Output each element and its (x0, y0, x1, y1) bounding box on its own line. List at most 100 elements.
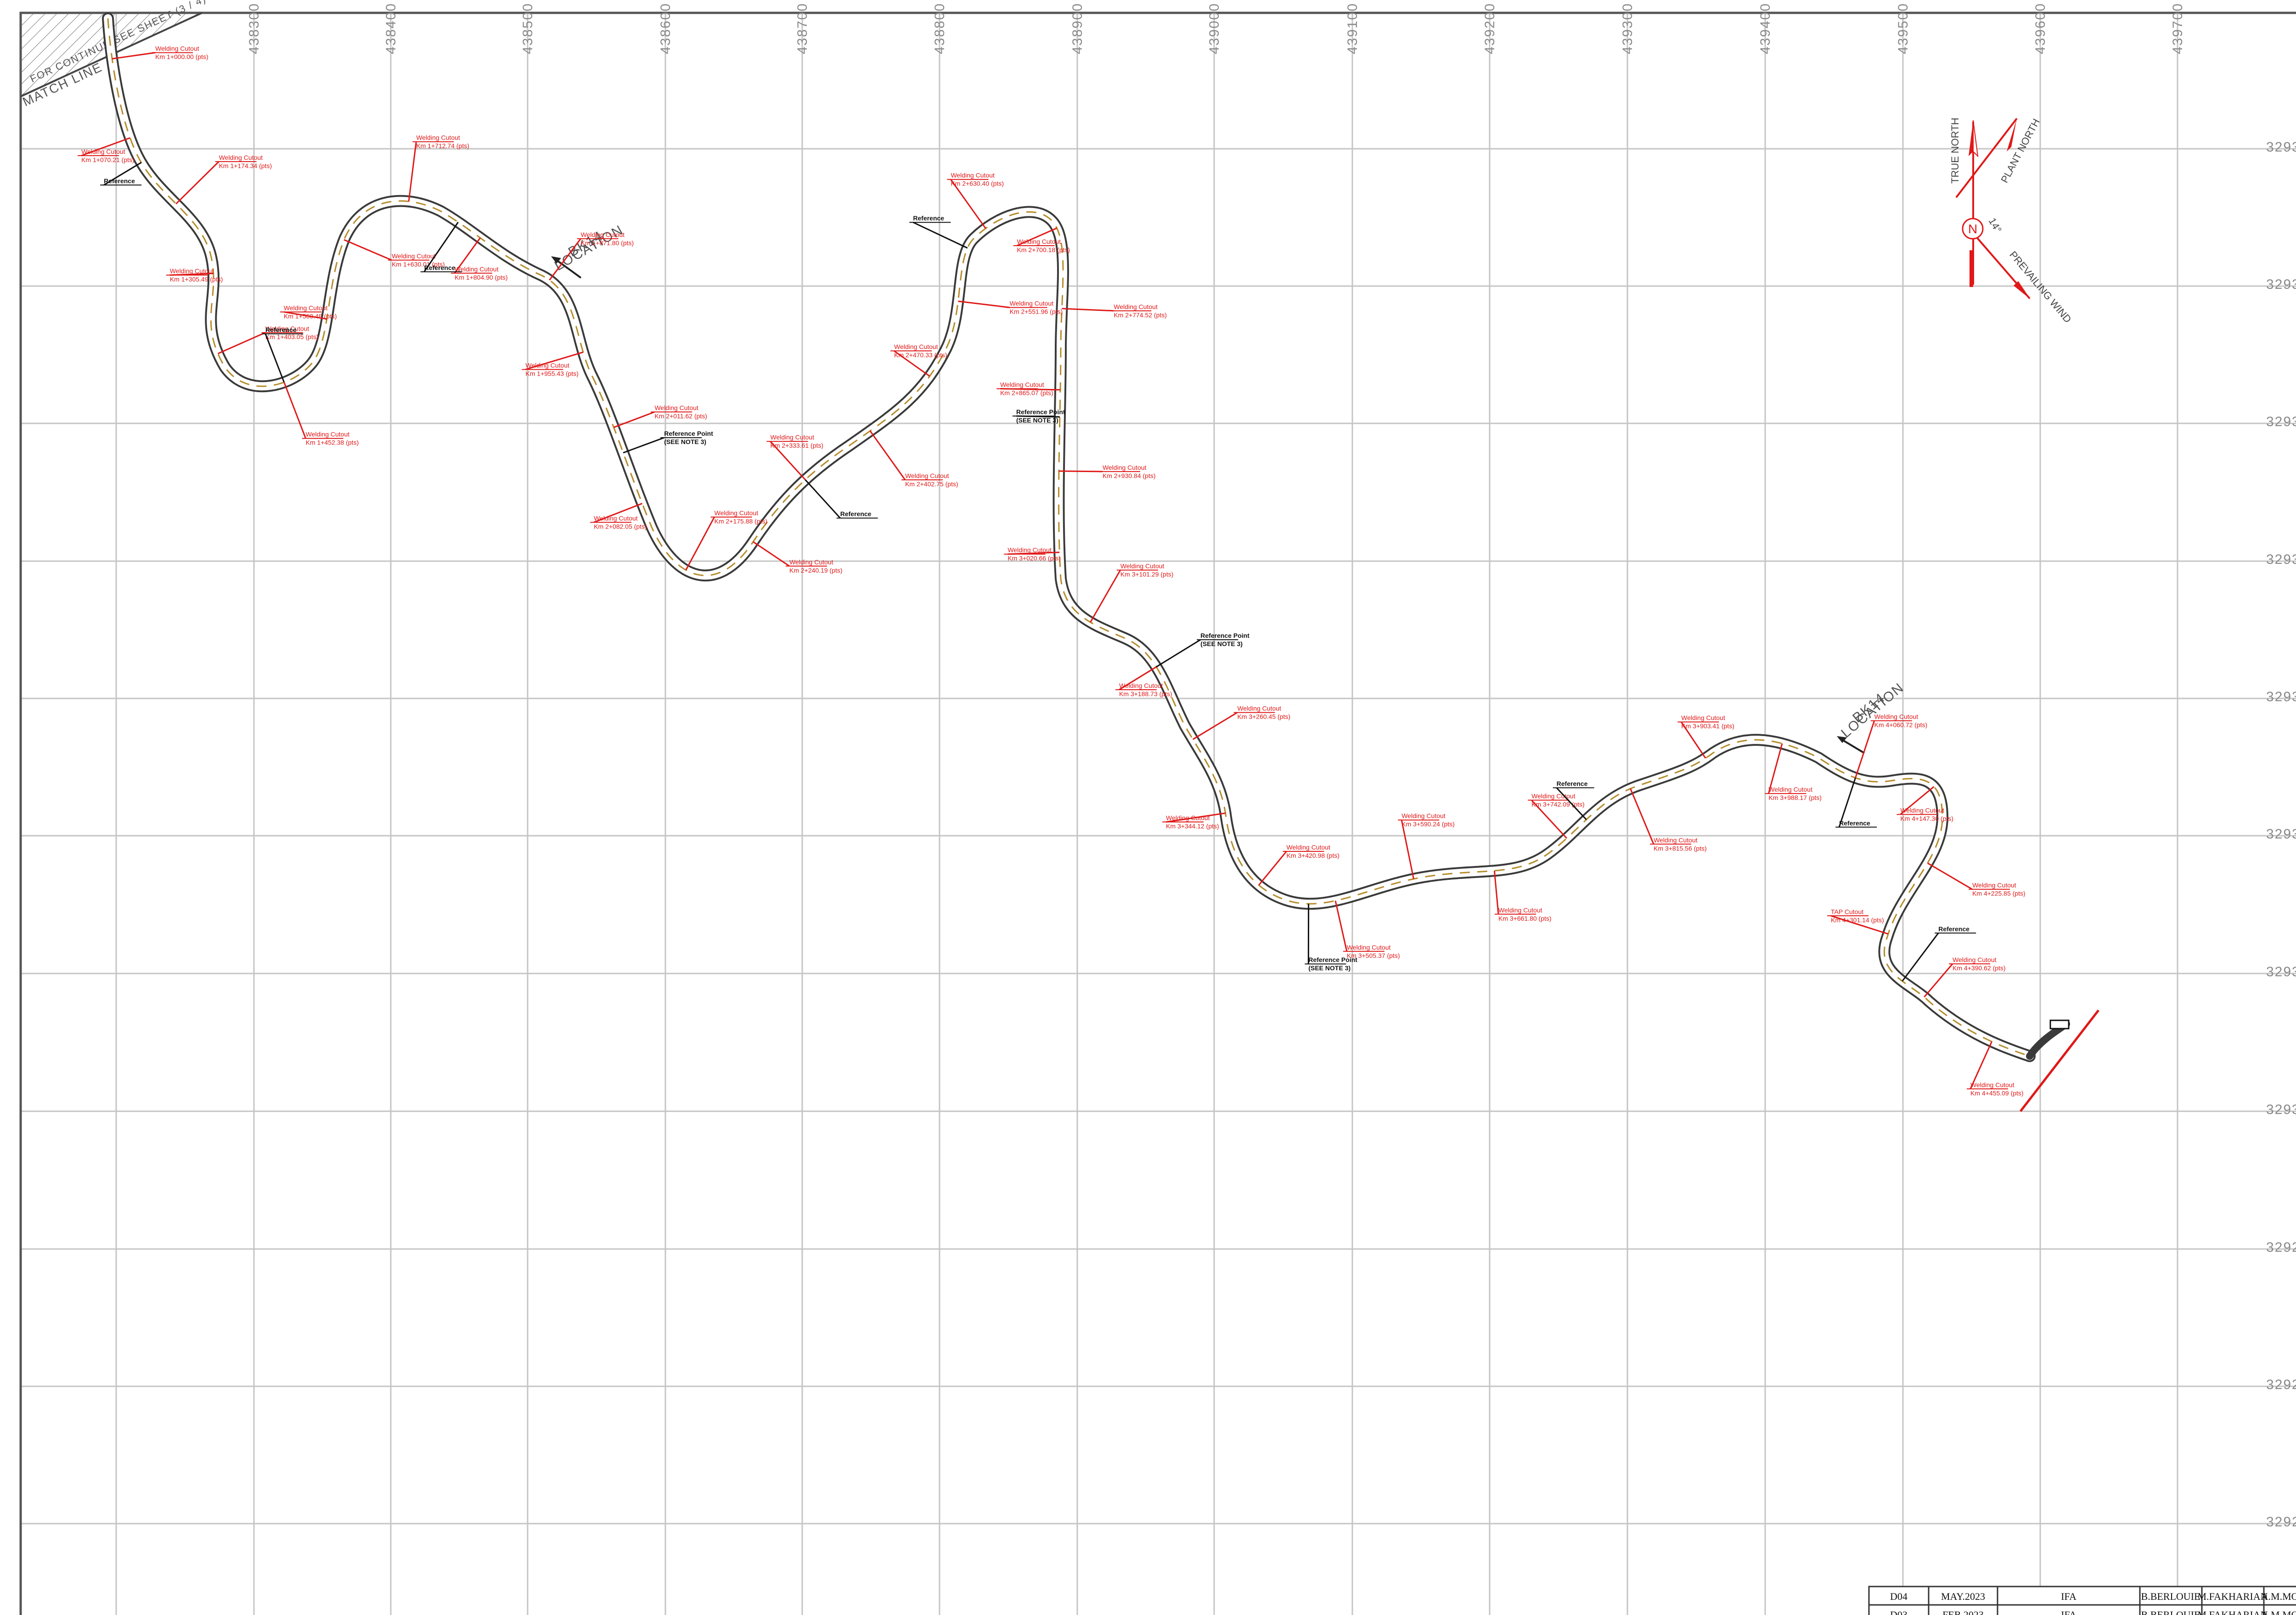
callout-leader-line (525, 351, 584, 371)
callout-sublabel: Km 1+712.74 (pts) (416, 142, 469, 150)
callout-label: Welding Cutout (155, 45, 199, 52)
callout-label: Welding Cutout (1874, 713, 1919, 720)
callout-label: Welding Cutout (265, 325, 310, 332)
tb-cell (2139, 1586, 2203, 1606)
callouts-black: Reference Reference Reference Reference Poi… (100, 162, 1976, 982)
callout-sublabel: Km 3+661.80 (pts) (1498, 915, 1552, 922)
callout-leader-line (1855, 720, 1875, 778)
callout-sublabel: (SEE NOTE 3) (1016, 416, 1058, 424)
tb-prepared: B.BERLOUIE (2141, 1591, 2200, 1602)
callout-sublabel: Km 3+590.24 (pts) (1401, 821, 1455, 828)
callout-sublabel: Km 2+930.84 (pts) (1103, 472, 1156, 479)
callout-label: Welding Cutout (581, 231, 625, 238)
callout-label: Reference (1938, 925, 1970, 933)
callout-sublabel: Km 2+402.75 (pts) (905, 480, 958, 488)
callout-label: Welding Cutout (715, 509, 759, 517)
callout-label: Welding Cutout (771, 433, 815, 441)
callout-label: Welding Cutout (392, 252, 436, 259)
callout-leader-line (1493, 871, 1499, 914)
tb-checked: M.FAKHARIAN (2198, 1609, 2268, 1615)
true-north-base (1970, 250, 1973, 287)
northing-label: 3293000 (2266, 1102, 2296, 1117)
callout-label: Welding Cutout (219, 154, 263, 161)
tb-checked: M.FAKHARIAN (2198, 1591, 2268, 1602)
callout-sublabel: Km 3+260.45 (pts) (1237, 713, 1290, 720)
terminal-line (2020, 1009, 2099, 1112)
callout-label: Welding Cutout (416, 134, 460, 141)
callout-label: Welding Cutout (1114, 303, 1158, 310)
callout-label: Welding Cutout (654, 404, 698, 411)
tb-prepared: B.BERLOUIE (2141, 1609, 2200, 1615)
easting-label: 439300 (1620, 3, 1635, 54)
callout-leader-line (1767, 743, 1783, 794)
callout-leader-line (753, 541, 790, 567)
callout-sublabel: Km 1+403.05 (pts) (265, 333, 319, 340)
callout-label: Welding Cutout (1401, 812, 1446, 820)
callout-sublabel: Km 1+560.48 (pts) (284, 312, 337, 320)
callout-label: Reference Point (1016, 408, 1065, 416)
callout-sublabel: Km 2+630.40 (pts) (951, 180, 1004, 187)
easting-label: 438300 (247, 3, 262, 54)
callout-label: Welding Cutout (284, 304, 328, 311)
callout-label: Welding Cutout (1010, 300, 1054, 307)
callout-leader-line (1192, 712, 1238, 740)
callout-label: Welding Cutout (455, 265, 499, 273)
callout-leader-line (1165, 812, 1226, 823)
callout-sublabel: Km 2+865.07 (pts) (1000, 389, 1053, 397)
callout-label: Welding Cutout (1286, 844, 1330, 851)
callout-label: Reference Point (664, 430, 713, 437)
easting-label: 438400 (383, 3, 399, 54)
callout-leader-line (869, 430, 906, 480)
callout-leader-line (958, 300, 1010, 309)
callout-label: Welding Cutout (1498, 906, 1542, 914)
location-arrow-line (1840, 738, 1865, 754)
callout-sublabel: Km 1+630.01 (pts) (392, 260, 445, 268)
callout-label: Welding Cutout (1768, 786, 1812, 793)
callout-label: Reference (104, 177, 135, 185)
compass-north-letter: N (1968, 222, 1977, 236)
northing-label: 3293600 (2266, 277, 2296, 292)
callout-sublabel: Km 2+333.61 (pts) (771, 442, 824, 449)
callout-label: Welding Cutout (1007, 546, 1052, 554)
easting-label: 439600 (2033, 3, 2048, 54)
callout-leader-line (112, 52, 156, 60)
callout-label: Welding Cutout (306, 431, 350, 438)
callout-sublabel: Km 4+060.72 (pts) (1874, 721, 1928, 729)
callout-label: Welding Cutout (1103, 464, 1147, 471)
callout-sublabel: Km 4+225.85 (pts) (1972, 890, 2026, 897)
callout-label: Welding Cutout (1970, 1081, 2015, 1088)
easting-label: 439000 (1207, 3, 1222, 54)
callout-sublabel: Km 4+390.62 (pts) (1953, 964, 2006, 972)
northing-label: 3293300 (2266, 689, 2296, 704)
callout-leader-line (623, 437, 664, 454)
callout-sublabel: Km 4+147.30 (pts) (1900, 815, 1953, 822)
northing-label: 3293200 (2266, 827, 2296, 842)
callout-sublabel: Km 2+011.62 (pts) (654, 412, 707, 420)
callout-sublabel: Km 3+815.56 (pts) (1654, 844, 1707, 852)
callout-sublabel: Km 1+452.38 (pts) (306, 439, 359, 446)
true-north-arrow-icon (1973, 120, 1979, 158)
callout-leader-line (950, 179, 986, 229)
callout-sublabel: Km 2+082.05 (pts) (594, 523, 647, 530)
pipeline-route (102, 12, 2099, 1112)
callout-leader-line (283, 382, 307, 439)
callout-leader-line (912, 221, 968, 249)
callout-label: Welding Cutout (951, 172, 995, 179)
callout-label: Welding Cutout (1972, 882, 2016, 889)
callout-leader-line (1927, 862, 1973, 890)
callout-sublabel: Km 3+020.66 (pts) (1007, 555, 1061, 562)
compass-center (1962, 218, 1984, 240)
callout-label: Welding Cutout (1120, 562, 1165, 569)
callout-leader-line (1902, 932, 1939, 982)
callout-sublabel: Km 1+070.21 (pts) (81, 156, 135, 163)
callout-leader-line (81, 137, 130, 157)
easting-label: 438600 (658, 3, 673, 54)
callout-label: Reference (1557, 780, 1588, 788)
callout-sublabel: Km 1+955.43 (pts) (525, 370, 579, 377)
callout-label: Welding Cutout (1681, 714, 1725, 721)
route-inner (104, 14, 2034, 1060)
tb-approved: A.M.MOHSENI (2261, 1591, 2296, 1602)
callout-leader-line (454, 237, 481, 274)
callout-sublabel: Km 4+455.09 (pts) (1970, 1089, 2024, 1097)
callout-leader-line (1630, 788, 1654, 844)
